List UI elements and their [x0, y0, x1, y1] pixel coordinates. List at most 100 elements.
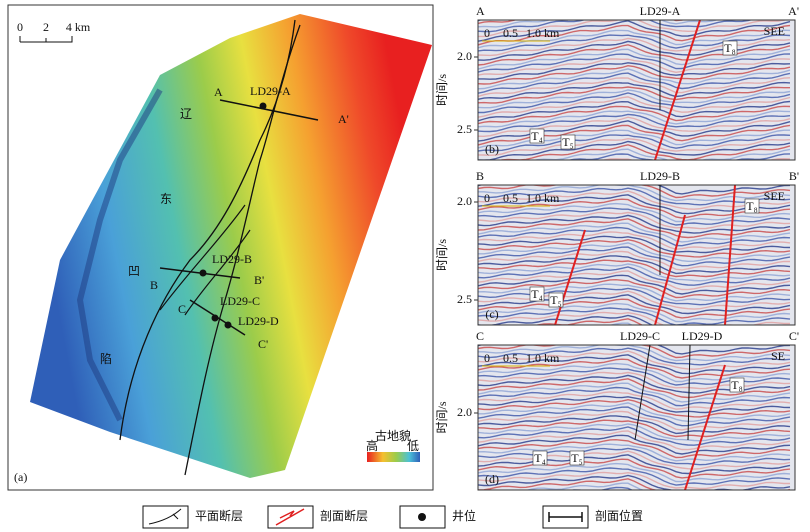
- section-frame: [477, 19, 796, 161]
- reflector: [478, 100, 791, 122]
- section-end: C': [258, 337, 268, 351]
- reflector: [478, 410, 791, 431]
- reflector: [478, 72, 791, 94]
- reflector: [478, 345, 791, 362]
- reflector: [478, 434, 791, 455]
- y-tick-label: 2.0: [457, 405, 472, 419]
- reflector: [478, 140, 791, 160]
- reflector: [478, 478, 791, 490]
- reflector: [478, 274, 791, 295]
- reflector: [478, 190, 791, 210]
- reflector: [478, 255, 791, 275]
- horizon-box: [529, 286, 545, 302]
- reflector: [478, 450, 791, 470]
- map-frame: [7, 4, 434, 491]
- reflector: [478, 92, 791, 114]
- reflector: [478, 467, 791, 486]
- well: [211, 314, 219, 322]
- reflector: [478, 134, 791, 152]
- legend-label: 剖面断层: [320, 508, 368, 523]
- reflector: [478, 471, 790, 490]
- label: 古地貌: [375, 428, 411, 443]
- label: (c): [485, 307, 498, 321]
- reflector: [478, 345, 791, 359]
- label: C': [789, 329, 799, 343]
- direction: SEE: [764, 189, 785, 203]
- horizon-label: T₈: [724, 41, 736, 55]
- reflector: [534, 318, 644, 325]
- reflector: [478, 185, 791, 202]
- reflector: [478, 458, 791, 479]
- reflector: [478, 406, 791, 427]
- y-tick-label: 2.0: [457, 49, 472, 63]
- well-label: LD29-A: [640, 4, 681, 18]
- region-label: 陷: [100, 351, 112, 366]
- scale-label: 0: [484, 26, 490, 40]
- legend-icon-box: [267, 505, 314, 529]
- reflector: [478, 64, 791, 85]
- region-label: 东: [160, 192, 172, 206]
- reflector: [478, 77, 791, 98]
- reflector: [478, 226, 791, 247]
- reflector: [478, 198, 791, 219]
- reflector: [478, 20, 791, 42]
- region-label: 凹: [128, 264, 140, 278]
- scale-bar: [19, 36, 73, 43]
- label: A': [788, 4, 799, 18]
- reflector: [478, 242, 791, 263]
- reflector: [478, 419, 791, 438]
- reflector: [478, 354, 791, 375]
- reflector: [478, 211, 791, 230]
- well-label: LD29-B: [640, 169, 680, 183]
- label: A: [476, 4, 485, 18]
- label: 4 km: [66, 20, 91, 34]
- well: [199, 269, 207, 277]
- reflector: [478, 68, 791, 90]
- scale-label: 0: [484, 191, 490, 205]
- y-axis-title: 时间/s: [435, 239, 449, 271]
- section-end: C: [178, 302, 186, 316]
- reflector: [478, 202, 791, 223]
- fault: [184, 229, 251, 316]
- section-fault: [654, 214, 686, 325]
- reflector: [478, 298, 791, 319]
- scale-label: 1.0 km: [526, 191, 560, 205]
- reflector: [478, 137, 791, 157]
- horizon-label: T₈: [731, 378, 743, 392]
- reflector: [478, 259, 791, 278]
- section-fault: [554, 229, 586, 325]
- reflector: [478, 294, 791, 315]
- reflector: [478, 62, 791, 80]
- well: [259, 102, 267, 110]
- horizon-label: T₈: [746, 199, 758, 213]
- horizon-label: T₄: [531, 129, 543, 143]
- scale-label: 1.0 km: [526, 351, 560, 365]
- reflector: [478, 426, 791, 446]
- reflector: [478, 34, 791, 52]
- reflector: [478, 378, 791, 399]
- y-tick-label: 2.0: [457, 194, 472, 208]
- reflector: [478, 20, 483, 22]
- reflector: [478, 524, 790, 532]
- section-end: B: [150, 278, 158, 292]
- reflector: [478, 24, 791, 46]
- label: B': [789, 169, 799, 183]
- reflector: [478, 185, 791, 199]
- reflector: [601, 157, 791, 160]
- reflector: [478, 398, 791, 418]
- reflector: [478, 443, 791, 462]
- reflector: [478, 44, 791, 66]
- horizon-box: [532, 450, 548, 466]
- scale-label: 0.5: [503, 191, 518, 205]
- seismic: [478, 20, 791, 184]
- well-label: LD29-A: [250, 84, 291, 98]
- reflector: [478, 263, 791, 282]
- relief-trough: [76, 88, 163, 422]
- reflector: [478, 166, 790, 184]
- reflector: [478, 386, 791, 407]
- reflector: [478, 58, 791, 76]
- reflector: [478, 462, 791, 483]
- legend-icon-box: [142, 505, 189, 529]
- reflector: [478, 53, 791, 73]
- well-label: LD29-B: [212, 252, 252, 266]
